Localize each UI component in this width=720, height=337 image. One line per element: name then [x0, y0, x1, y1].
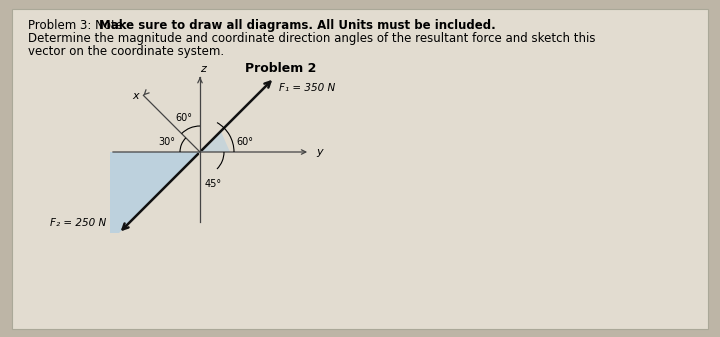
- Text: 30°: 30°: [158, 137, 175, 147]
- Text: z: z: [200, 64, 206, 74]
- Text: y: y: [316, 147, 323, 157]
- Text: Determine the magnitude and coordinate direction angles of the resultant force a: Determine the magnitude and coordinate d…: [28, 32, 595, 45]
- Text: Make sure to draw all diagrams. All Units must be included.: Make sure to draw all diagrams. All Unit…: [99, 19, 496, 32]
- Text: 60°: 60°: [175, 113, 192, 123]
- Text: x: x: [132, 91, 139, 101]
- Text: Problem 2: Problem 2: [245, 62, 316, 75]
- Text: 60°: 60°: [236, 137, 253, 147]
- Text: Problem 3: Note:: Problem 3: Note:: [28, 19, 131, 32]
- Text: F₁ = 350 N: F₁ = 350 N: [279, 83, 336, 93]
- Polygon shape: [110, 152, 200, 233]
- Text: F₂ = 250 N: F₂ = 250 N: [50, 218, 107, 228]
- Text: 45°: 45°: [205, 179, 222, 189]
- Text: vector on the coordinate system.: vector on the coordinate system.: [28, 45, 224, 58]
- Polygon shape: [200, 131, 230, 152]
- FancyBboxPatch shape: [12, 9, 708, 329]
